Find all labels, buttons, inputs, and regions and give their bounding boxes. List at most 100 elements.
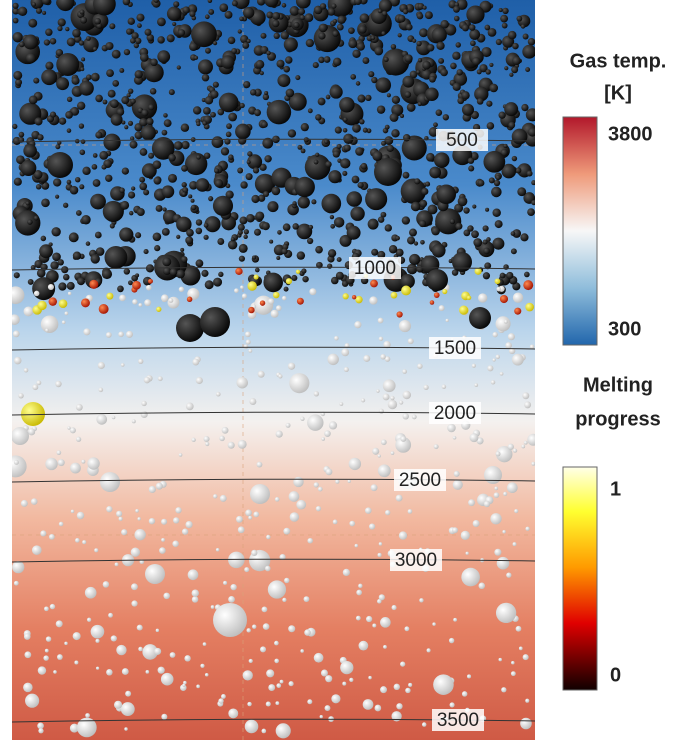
particle	[146, 117, 154, 126]
particle	[243, 234, 248, 240]
particle	[426, 648, 431, 653]
particle	[130, 547, 141, 557]
particle	[351, 295, 357, 300]
particle	[404, 54, 413, 63]
particle	[503, 143, 508, 148]
particle	[506, 482, 518, 494]
particle	[143, 249, 149, 255]
particle	[381, 10, 388, 17]
particle	[447, 423, 456, 433]
particles	[12, 0, 535, 739]
particle	[368, 71, 375, 78]
particle	[176, 314, 204, 342]
particle	[457, 97, 465, 105]
particle	[30, 265, 36, 270]
particle	[143, 189, 150, 196]
particle	[55, 620, 63, 628]
particle	[58, 282, 67, 291]
particle	[181, 165, 188, 172]
contour-label: 1500	[434, 338, 476, 359]
particle	[219, 435, 225, 442]
particle	[300, 148, 306, 154]
particle	[95, 131, 103, 139]
particle	[72, 28, 81, 38]
particle	[474, 267, 482, 275]
particle	[257, 194, 266, 202]
particle	[118, 516, 123, 521]
contour-label-bg	[349, 257, 401, 279]
particle	[334, 126, 342, 134]
particle	[190, 204, 197, 211]
particle	[463, 229, 471, 237]
particle	[121, 668, 129, 675]
particle	[246, 213, 255, 223]
particle	[242, 670, 253, 681]
particle	[358, 640, 369, 651]
particle	[490, 513, 502, 525]
particle	[339, 234, 352, 247]
particle	[47, 152, 73, 178]
particle	[106, 506, 113, 513]
particle	[450, 62, 457, 70]
particle	[243, 6, 255, 19]
particle	[527, 433, 535, 446]
particle	[402, 390, 412, 400]
particle	[234, 288, 239, 293]
particle	[336, 143, 342, 150]
particle	[168, 153, 176, 162]
particle	[500, 14, 509, 23]
particle	[272, 19, 280, 28]
particle	[440, 68, 448, 77]
particle	[382, 379, 396, 393]
particle	[348, 457, 362, 471]
particle	[378, 336, 384, 342]
particle	[242, 41, 250, 49]
particle	[386, 144, 394, 153]
particle	[247, 151, 253, 157]
particle	[142, 644, 158, 660]
particle	[349, 520, 356, 527]
particle	[13, 580, 19, 586]
particle	[289, 6, 300, 16]
particle	[173, 1, 180, 8]
particle	[355, 295, 363, 304]
particle	[302, 275, 309, 283]
particle	[275, 305, 282, 311]
particle	[391, 605, 397, 611]
particle	[330, 276, 339, 285]
particle	[204, 280, 214, 290]
particle	[227, 240, 238, 250]
particle	[264, 90, 269, 96]
particle	[283, 527, 291, 535]
particle	[215, 548, 220, 552]
particle	[210, 111, 216, 118]
particle	[39, 244, 54, 259]
particle	[139, 176, 146, 183]
particle	[332, 519, 338, 525]
particle	[527, 38, 535, 46]
particle	[202, 642, 207, 646]
particle	[492, 331, 498, 338]
particle	[389, 113, 399, 122]
particle	[260, 46, 269, 54]
particle	[67, 291, 72, 296]
particle	[297, 144, 303, 150]
particle	[448, 637, 455, 644]
particle	[275, 430, 283, 438]
particle	[36, 380, 42, 386]
particle	[65, 26, 70, 32]
particle	[282, 223, 291, 232]
particle	[463, 207, 470, 214]
particle	[328, 170, 342, 184]
particle	[246, 160, 251, 165]
particle	[391, 129, 400, 138]
particle	[12, 7, 20, 15]
particle	[18, 393, 24, 399]
particle	[531, 200, 535, 206]
particle	[178, 453, 183, 457]
particle	[95, 94, 103, 103]
particle	[492, 237, 505, 250]
particle	[193, 55, 199, 60]
particle	[366, 35, 373, 42]
particle	[508, 121, 516, 129]
